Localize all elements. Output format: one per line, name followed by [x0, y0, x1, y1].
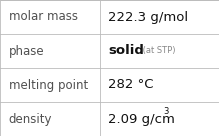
- Text: 3: 3: [163, 107, 169, 116]
- Text: molar mass: molar mass: [9, 10, 78, 24]
- Text: 282 °C: 282 °C: [108, 78, 154, 92]
- Text: (at STP): (at STP): [140, 47, 176, 55]
- Text: melting point: melting point: [9, 78, 88, 92]
- Text: 2.09 g/cm: 2.09 g/cm: [108, 112, 175, 126]
- Text: 222.3 g/mol: 222.3 g/mol: [108, 10, 189, 24]
- Text: solid: solid: [108, 44, 144, 58]
- Text: phase: phase: [9, 44, 44, 58]
- Text: density: density: [9, 112, 52, 126]
